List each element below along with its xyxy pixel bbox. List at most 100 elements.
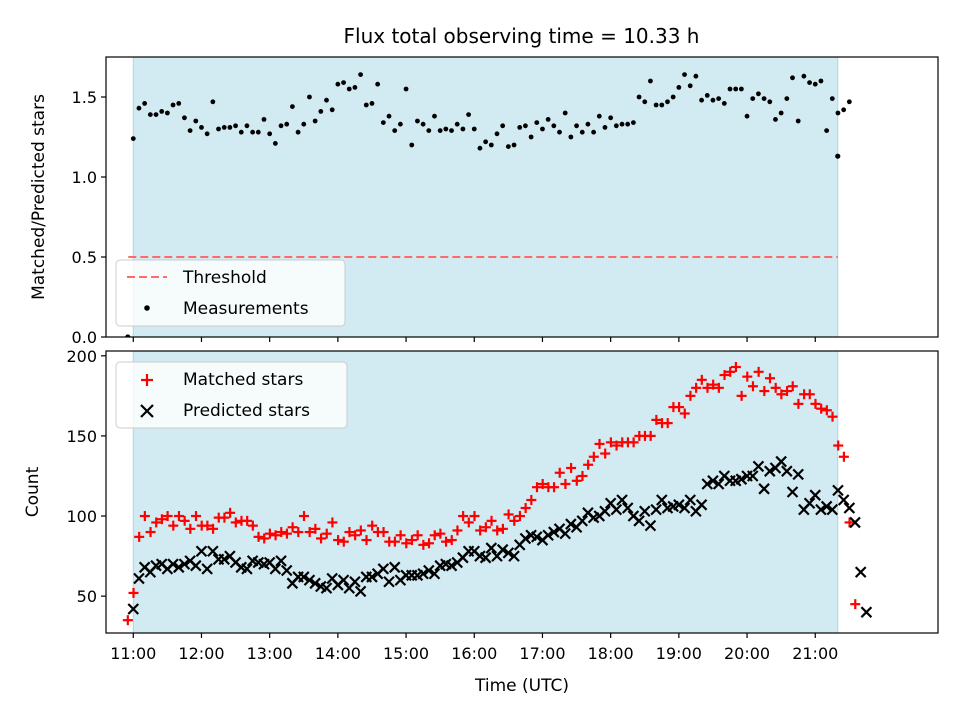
matched-point (418, 539, 429, 550)
x-tick-label: 13:00 (247, 644, 293, 663)
matched-point (321, 528, 332, 539)
y-tick-label: 150 (66, 427, 97, 446)
matched-point (770, 382, 781, 393)
matched-point (350, 530, 361, 541)
legend-matched-swatch (141, 374, 153, 386)
measurement-point (199, 125, 204, 130)
measurement-point (130, 136, 136, 142)
x-tick-label: 15:00 (383, 644, 429, 663)
measurement-point (619, 121, 625, 127)
measurement-point (704, 93, 710, 98)
matched-point (463, 517, 474, 528)
measurement-point (721, 101, 727, 106)
measurement-point (602, 125, 608, 130)
matched-point (810, 398, 821, 409)
matched-point (281, 528, 292, 539)
measurement-point (523, 123, 528, 129)
matched-point (310, 523, 321, 534)
matched-point (833, 440, 844, 451)
measurement-point (284, 121, 290, 127)
plot-area (125, 72, 852, 337)
x-tick-label: 11:00 (110, 644, 156, 663)
measurement-point (790, 75, 795, 81)
matched-point (566, 462, 577, 473)
measurement-point (653, 102, 659, 108)
predicted-point (383, 575, 395, 588)
matched-point (804, 389, 815, 400)
series-predicted-stars (127, 455, 873, 618)
measurement-point (466, 112, 471, 117)
measurement-point (142, 101, 148, 106)
measurement-point (846, 99, 852, 105)
measurement-point (733, 86, 739, 92)
measurement-point (517, 125, 523, 130)
predicted-point (599, 505, 611, 518)
measurement-point (312, 118, 318, 124)
measurement-point (818, 78, 824, 84)
measurement-point (449, 128, 454, 134)
matched-point (276, 527, 287, 538)
matched-point (191, 511, 202, 522)
predicted-point (565, 518, 577, 530)
predicted-point (218, 553, 230, 566)
predicted-point (508, 550, 520, 562)
matched-point (821, 405, 832, 416)
measurement-point (613, 123, 619, 129)
matched-point (719, 370, 730, 381)
measurement-point (744, 113, 750, 119)
predicted-point (673, 499, 685, 511)
measurement-point (369, 101, 375, 106)
measurement-point (699, 97, 704, 103)
matched-point (208, 523, 219, 534)
legend-measurements-label: Measurements (183, 299, 309, 319)
matched-point (156, 514, 167, 525)
measurement-point (494, 131, 500, 137)
predicted-point (530, 531, 543, 543)
predicted-point (786, 486, 799, 498)
matched-point (168, 520, 179, 531)
matched-point (469, 511, 480, 522)
measurement-point (380, 120, 386, 125)
measurement-point (778, 110, 784, 116)
predicted-point (195, 545, 208, 558)
measurement-point (267, 131, 273, 137)
matched-point (134, 531, 145, 542)
predicted-point (809, 489, 822, 501)
measurement-point (426, 128, 432, 134)
matched-point (327, 517, 338, 528)
y-tick-label: 0.0 (72, 328, 97, 347)
predicted-point (815, 503, 827, 516)
x-tick-label: 17:00 (519, 644, 565, 663)
measurement-point (557, 129, 562, 135)
matched-point (850, 599, 861, 610)
matched-point (139, 511, 150, 522)
predicted-point (133, 572, 145, 585)
matched-point (691, 382, 702, 393)
predicted-point (832, 484, 844, 497)
measurement-point (415, 118, 420, 124)
measurement-point (346, 86, 352, 92)
measurement-point (551, 123, 557, 129)
matched-point (441, 536, 452, 547)
matched-point (242, 515, 253, 526)
predicted-point (854, 566, 867, 578)
predicted-point (275, 555, 287, 567)
measurement-point (363, 102, 369, 108)
predicted-point (775, 455, 787, 468)
measurement-point (568, 134, 574, 140)
predicted-point (127, 603, 140, 615)
predicted-point (479, 551, 492, 564)
measurement-point (392, 128, 398, 134)
predicted-point (337, 574, 350, 586)
predicted-point (843, 502, 856, 514)
predicted-point (445, 559, 458, 572)
matched-point (816, 403, 827, 414)
matched-point (230, 517, 241, 528)
measurement-point (727, 86, 733, 92)
matched-point (293, 527, 304, 538)
matched-point (424, 538, 435, 549)
predicted-point (837, 494, 850, 506)
matched-point (412, 530, 423, 541)
predicted-point (172, 561, 185, 574)
matched-point (492, 525, 503, 536)
